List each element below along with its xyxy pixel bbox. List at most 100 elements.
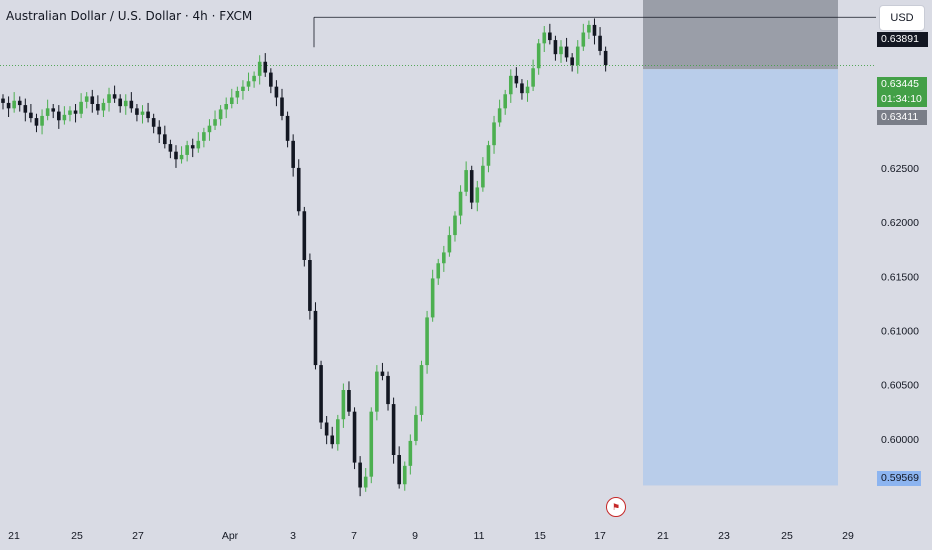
candle-body — [241, 86, 245, 91]
candle-body — [17, 100, 22, 106]
x-axis-tick-label: 7 — [351, 530, 357, 542]
candle-body — [464, 170, 468, 192]
candle-body — [581, 32, 586, 47]
candle-body — [330, 435, 335, 445]
candle-body — [235, 91, 240, 98]
current-price-tag: 0.63445 — [877, 77, 927, 92]
candle-body — [302, 211, 307, 260]
candle-body — [190, 145, 195, 149]
candle-body — [358, 462, 362, 488]
candle-body — [419, 365, 424, 415]
candle-body — [375, 371, 379, 412]
candle-body — [492, 122, 496, 146]
candle-body — [135, 108, 139, 115]
candle-body — [123, 100, 128, 107]
x-axis-tick-label: 21 — [8, 530, 20, 542]
candle-body — [414, 414, 418, 441]
candle-body — [179, 154, 184, 160]
candle-body — [536, 43, 541, 69]
candle-body — [291, 140, 295, 168]
candle-body — [146, 111, 150, 119]
high-price-tag: 0.63891 — [877, 32, 928, 47]
candle-body — [458, 191, 463, 216]
candle-body — [553, 40, 558, 55]
candle-body — [570, 57, 574, 65]
candle-body — [84, 96, 89, 102]
candle-body — [6, 102, 11, 109]
candle-body — [118, 98, 122, 107]
x-axis-tick-label: 11 — [474, 530, 485, 542]
candle-body — [542, 32, 547, 44]
candle-body — [12, 100, 16, 109]
candle-body — [224, 104, 228, 110]
candle-body — [68, 110, 72, 115]
y-axis-tick-label: 0.60500 — [881, 380, 919, 392]
candle-body — [352, 411, 357, 463]
x-axis-tick-label: 17 — [594, 530, 606, 542]
candle-body — [520, 83, 524, 94]
x-axis-tick-label: 27 — [132, 530, 144, 542]
x-axis-tick-label: 9 — [412, 530, 418, 542]
x-axis-tick-label: 21 — [657, 530, 669, 542]
candle-body — [296, 167, 301, 212]
candle-body — [469, 170, 474, 203]
candle-body — [564, 46, 569, 58]
candle-body — [324, 422, 329, 436]
candle-body — [185, 145, 189, 155]
currency-selector-button[interactable]: USD — [879, 5, 925, 31]
candle-body — [174, 151, 178, 160]
candle-body — [603, 50, 608, 65]
candle-body — [369, 411, 374, 477]
candle-body — [280, 97, 284, 116]
chart-title: Australian Dollar / U.S. Dollar · 4h · F… — [6, 9, 253, 23]
candle-body — [347, 390, 351, 412]
candle-body — [548, 32, 552, 41]
candle-body — [257, 61, 262, 76]
candle-body — [425, 317, 429, 366]
candle-body — [196, 140, 201, 149]
x-axis-tick-label: 15 — [534, 530, 546, 542]
candle-body — [308, 260, 312, 311]
candle-body — [40, 115, 44, 126]
candle-body — [380, 371, 385, 376]
candle-body — [592, 24, 597, 36]
candle-body — [129, 100, 134, 109]
y-axis-tick-label: 0.61500 — [881, 271, 919, 283]
candle-body — [319, 365, 323, 423]
candle-body — [525, 86, 530, 94]
candle-body — [269, 72, 273, 87]
candle-body — [246, 81, 251, 87]
x-axis-tick-label: 23 — [718, 530, 730, 542]
candle-body — [96, 104, 100, 111]
candle-body — [107, 94, 111, 103]
candle-body — [73, 110, 78, 114]
y-axis-tick-label: 0.62500 — [881, 163, 919, 175]
target-price-tag: 0.59569 — [877, 471, 921, 486]
y-axis-tick-label: 0.62000 — [881, 217, 919, 229]
candle-body — [531, 68, 535, 87]
candle-body — [447, 235, 452, 253]
candle-body — [587, 24, 591, 33]
candle-body — [34, 118, 39, 126]
candle-body — [397, 455, 401, 485]
candle-body — [29, 112, 33, 119]
candle-body — [263, 61, 268, 73]
candle-body — [274, 86, 279, 98]
candle-body — [207, 125, 212, 133]
candle-body — [430, 278, 435, 318]
y-axis-tick-label: 0.60000 — [881, 434, 919, 446]
candle-body — [101, 102, 106, 111]
candle-body — [497, 108, 502, 123]
candle-body — [481, 165, 485, 188]
y-axis-tick-label: 0.61000 — [881, 325, 919, 337]
candle-body — [598, 35, 602, 51]
us-flag-event-icon[interactable]: ⚑ — [606, 497, 626, 517]
candle-body — [90, 96, 95, 104]
candle-body — [408, 440, 413, 466]
x-axis-tick-label: Apr — [222, 530, 239, 542]
candle-body — [402, 465, 407, 485]
candle-body — [442, 252, 446, 264]
candle-body — [168, 144, 173, 152]
x-axis-tick-label: 25 — [71, 530, 83, 542]
